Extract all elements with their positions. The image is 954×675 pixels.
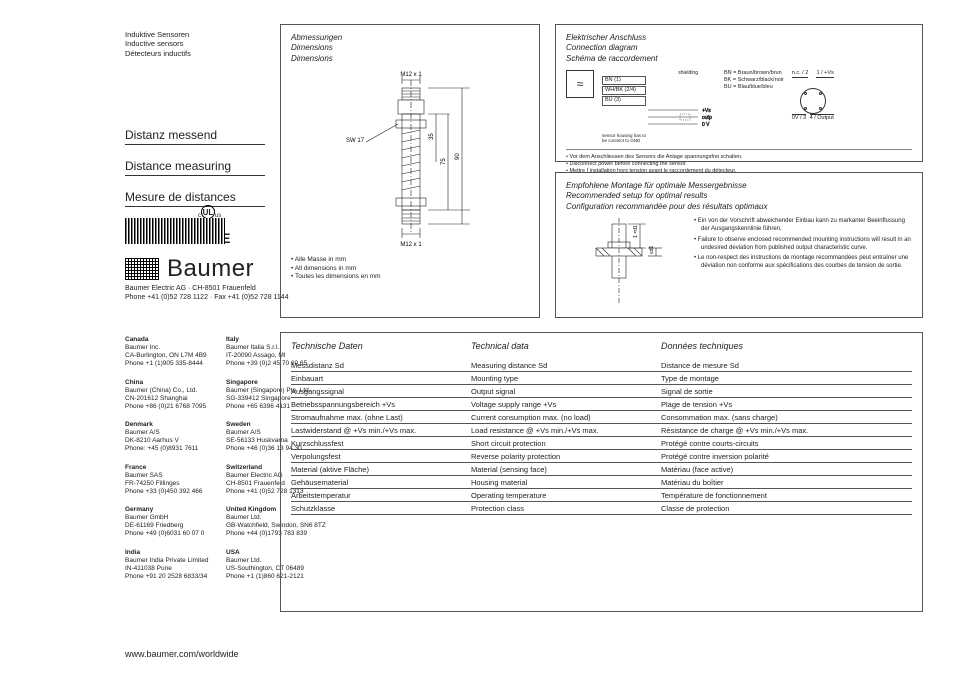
contact-entry: CanadaBaumer Inc.CA-Burlington, ON L7M 4…	[125, 336, 220, 369]
cat-fr: Détecteurs inductifs	[125, 49, 191, 58]
lg-bn: BN = Braun/brown/brun	[724, 70, 784, 77]
tech-row: AusgangssignalOutput signalSignal de sor…	[291, 385, 912, 398]
sw-label: SW 17	[346, 138, 365, 144]
logo-grid-icon	[125, 258, 159, 280]
st-en: Recommended setup for optimal results	[566, 191, 912, 201]
cat-de: Induktive Sensoren	[125, 30, 191, 39]
title-en: Distance measuring	[125, 159, 265, 176]
contact-entry: FranceBaumer SASFR-74250 FillingesPhone …	[125, 464, 220, 497]
product-category: Induktive Sensoren Inductive sensors Dét…	[125, 30, 191, 58]
dn-de: Alle Masse in mm	[291, 256, 529, 264]
dimensions-panel: Abmessungen Dimensions Dimensions	[280, 24, 540, 318]
tech-row: SchutzklasseProtection classClasse de pr…	[291, 502, 912, 515]
conn-title: Elektrischer Anschluss Connection diagra…	[566, 33, 912, 64]
titles-block: Distanz messend Distance measuring Mesur…	[125, 128, 265, 221]
contact-entry: GermanyBaumer GmbHDE-61169 FriedbergPhon…	[125, 506, 220, 539]
ct-fr: Schéma de raccordement	[566, 54, 912, 64]
th-en: Technical data	[471, 341, 661, 351]
bn: BN (1)	[605, 77, 621, 84]
setup-title: Empfohlene Montage für optimale Messerge…	[566, 181, 912, 212]
tech-rows: Messdistanz SdMeasuring distance SdDista…	[291, 359, 912, 515]
setup-panel: Empfohlene Montage für optimale Messerge…	[555, 172, 923, 318]
tech-row: ArbeitstemperaturOperating temperatureTe…	[291, 489, 912, 502]
pin3: 0V / 3	[792, 114, 806, 122]
dim-t-en: Dimensions	[291, 43, 529, 53]
ct-en: Connection diagram	[566, 43, 912, 53]
addr-line: Baumer Electric AG · CH-8501 Frauenfeld	[125, 284, 289, 293]
whbk: WH/BK (2/4)	[605, 87, 636, 94]
tech-row: Stromaufnahme max. (ohne Last)Current co…	[291, 411, 912, 424]
d1-label: 1 ×d1	[633, 225, 639, 238]
connection-panel: Elektrischer Anschluss Connection diagra…	[555, 24, 923, 162]
tech-data-panel: Technische Daten Technical data Données …	[280, 332, 923, 612]
thread-bot: M12 x 1	[400, 242, 422, 248]
brand-address: Baumer Electric AG · CH-8501 Frauenfeld …	[125, 284, 289, 302]
contact-entry: IndiaBaumer India Private LimitedIN-4110…	[125, 549, 220, 582]
cn-en: Disconnect power before connecting the s…	[566, 161, 912, 168]
pin1: 1 / +Vs	[816, 70, 833, 78]
st-fr: Configuration recommandée pour des résul…	[566, 202, 912, 212]
dim-t-de: Abmessungen	[291, 33, 529, 43]
mounting-drawing: 1 ×d1 ≤d1	[566, 218, 676, 308]
pin2: n.c. / 2	[792, 70, 809, 78]
dim-notes: Alle Masse in mm All dimensions in mm To…	[291, 256, 529, 281]
th-fr: Données techniques	[661, 341, 912, 351]
tech-row: Messdistanz SdMeasuring distance SdDista…	[291, 359, 912, 372]
dimension-drawing: M12 x 1 M12 x 1 SW 17 35 75 90	[310, 70, 510, 250]
dim-t-fr: Dimensions	[291, 54, 529, 64]
gnd-note: sensor housing has to be connect to GND	[602, 133, 712, 143]
contact-entry: DenmarkBaumer A/SDK-8210 Aarhus VPhone: …	[125, 421, 220, 454]
h3: 90	[455, 153, 461, 160]
sn-en: Failure to observe enclosed recommended …	[694, 237, 912, 253]
h2: 75	[441, 158, 447, 165]
dim-title: Abmessungen Dimensions Dimensions	[291, 33, 529, 64]
h1: 35	[429, 133, 435, 140]
cat-en: Inductive sensors	[125, 39, 191, 48]
tech-row: EinbauartMounting typeType de montage	[291, 372, 912, 385]
setup-body: 1 ×d1 ≤d1 Ein von der Vorschrift abweich…	[566, 218, 912, 308]
svg-text:0 V: 0 V	[702, 122, 710, 128]
pin4: 4 / Output	[810, 114, 834, 122]
wire-table: BN (1) WH/BK (2/4) BU (3)	[602, 76, 712, 105]
dn-en: All dimensions in mm	[291, 265, 529, 273]
cn-de: Vor dem Anschliessen des Sensors die Anl…	[566, 154, 912, 161]
th-de: Technische Daten	[291, 341, 471, 351]
d2-label: ≤d1	[649, 246, 655, 255]
brand-logo: Baumer	[125, 255, 254, 283]
connector-pinout: n.c. / 2 1 / +Vs 0V / 3 4 / Output	[792, 70, 834, 121]
tech-row: Betriebsspannungsbereich +VsVoltage supp…	[291, 398, 912, 411]
conn-body: ≈ shielding BN (1) WH/BK (2/4) BU (3) +V…	[566, 70, 912, 142]
svg-text:output: output	[702, 115, 712, 121]
color-legend: BN = Braun/brown/brun BK = Schwarz/black…	[724, 70, 784, 91]
ct-de: Elektrischer Anschluss	[566, 33, 912, 43]
brand-name: Baumer	[167, 255, 254, 283]
tech-row: Lastwiderstand @ +Vs min./+Vs max.Load r…	[291, 424, 912, 437]
sn-de: Ein von der Vorschrift abweichender Einb…	[694, 218, 912, 234]
title-de: Distanz messend	[125, 128, 265, 145]
svg-text:+Vs: +Vs	[702, 108, 711, 114]
lg-bk: BK = Schwarz/black/noir	[724, 77, 784, 84]
tech-row: VerpolungsfestReverse polarity protectio…	[291, 450, 912, 463]
phone-line: Phone +41 (0)52 728 1122 · Fax +41 (0)52…	[125, 293, 289, 302]
dn-fr: Toutes les dimensions en mm	[291, 273, 529, 281]
sensor-symbol-icon: ≈	[566, 70, 594, 98]
website-url: www.baumer.com/worldwide	[125, 649, 239, 659]
bu: BU (3)	[605, 97, 621, 104]
wiring-icon: +Vs output 0 V	[602, 107, 712, 131]
st-de: Empfohlene Montage für optimale Messerge…	[566, 181, 912, 191]
thread-top: M12 x 1	[400, 72, 422, 78]
tech-row: GehäusematerialHousing materialMatériau …	[291, 476, 912, 489]
barcode	[125, 218, 225, 244]
lg-bu: BU = Blau/blue/bleu	[724, 84, 784, 91]
connector-face-icon	[800, 88, 826, 114]
contact-entry: ChinaBaumer (China) Co., Ltd.CN-201612 S…	[125, 379, 220, 412]
tech-headers: Technische Daten Technical data Données …	[291, 341, 912, 351]
tech-row: KurzschlussfestShort circuit protectionP…	[291, 437, 912, 450]
title-fr: Mesure de distances	[125, 190, 265, 207]
setup-notes: Ein von der Vorschrift abweichender Einb…	[694, 218, 912, 308]
tech-row: Material (aktive Fläche)Material (sensin…	[291, 463, 912, 476]
sn-fr: Le non-respect des instructions de monta…	[694, 255, 912, 271]
